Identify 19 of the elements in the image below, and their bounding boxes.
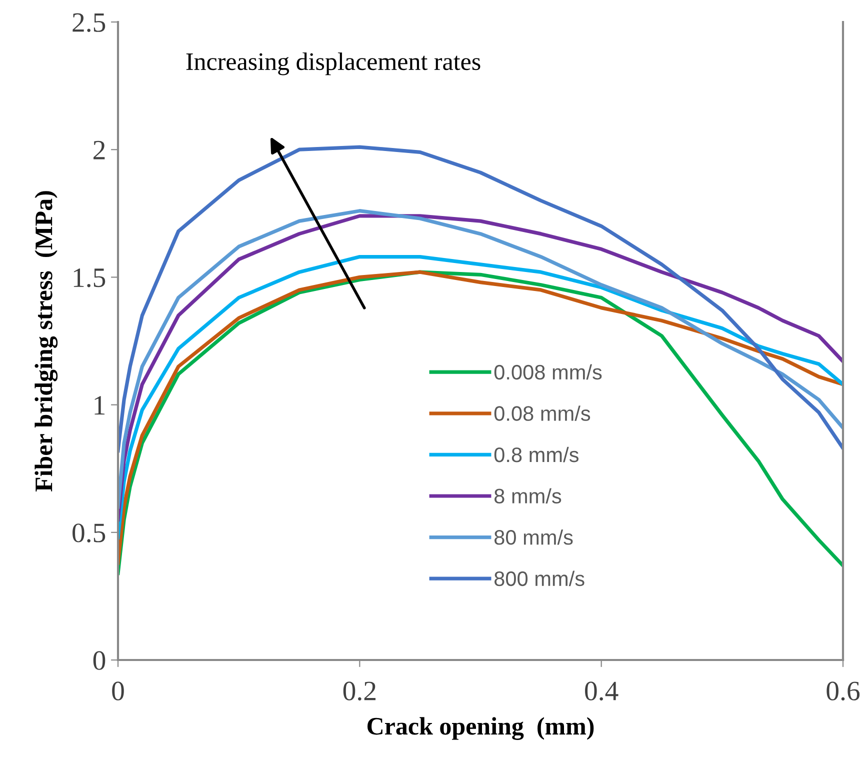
x-axis-title: Crack opening (mm) bbox=[368, 717, 594, 740]
x-tick-label: 0 bbox=[112, 682, 124, 700]
x-tick-label: 0.4 bbox=[585, 682, 618, 701]
y-tick-label: 2.5 bbox=[72, 13, 106, 32]
x-tick-label: 0.6 bbox=[826, 682, 860, 701]
legend-label: 0.8 mm/s bbox=[494, 446, 578, 462]
x-tick-label: 0.2 bbox=[343, 682, 376, 701]
legend-label: 0.08 mm/s bbox=[494, 406, 590, 421]
y-tick-label: 2 bbox=[94, 140, 105, 160]
y-axis-title: Fiber bridging stress (MPa) bbox=[34, 191, 58, 492]
y-tick-label: 0 bbox=[93, 651, 106, 670]
y-tick-label: 0.5 bbox=[72, 524, 106, 542]
legend-label: 80 mm/s bbox=[494, 529, 573, 545]
legend-label: 800 mm/s bbox=[494, 570, 584, 586]
legend-label: 8 mm/s bbox=[494, 488, 562, 504]
y-tick-label: 1.5 bbox=[74, 268, 106, 288]
y-tick-label: 1 bbox=[94, 396, 105, 414]
legend-label: 0.008 mm/s bbox=[494, 364, 602, 380]
annotation: Increasing displacement rates bbox=[186, 52, 480, 76]
